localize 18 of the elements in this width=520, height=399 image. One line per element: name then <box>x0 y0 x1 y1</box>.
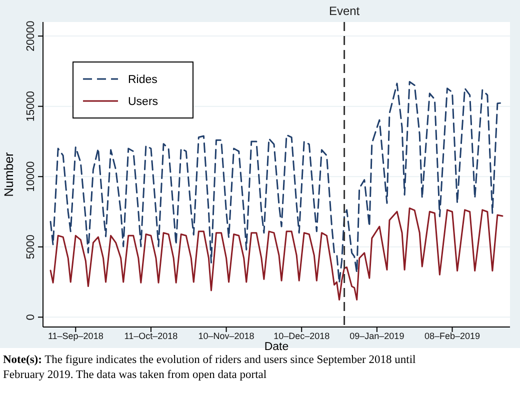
y-tick-label: 20000 <box>25 20 37 52</box>
y-tick-label: 10000 <box>25 161 37 192</box>
x-tick-label: 11‒Oct‒2018 <box>124 331 178 341</box>
ref-line-label: Event <box>328 4 360 18</box>
x-tick-label: 11‒Sep‒2018 <box>48 331 104 341</box>
x-tick-label: 10‒Dec‒2018 <box>274 331 330 341</box>
y-axis-title: Number <box>2 152 16 197</box>
x-axis-title: Date <box>264 341 289 353</box>
x-tick-label: 10‒Nov‒2018 <box>198 331 254 341</box>
line-series <box>50 207 504 300</box>
text: Note(s): The figure indicates the evolution of riders and users since September 2018 until February 2019. The data was taken from open data portal <box>3 354 416 381</box>
legend-label: Users <box>128 96 158 108</box>
x-tick-label: 09‒Jan‒2019 <box>350 331 404 341</box>
y-tick-label: 15000 <box>25 91 37 122</box>
y-tick-label: 0 <box>25 314 37 320</box>
x-tick-label: 08‒Feb‒2019 <box>424 331 480 341</box>
y-tick-label: 5000 <box>25 234 37 260</box>
legend-label: Rides <box>128 74 158 86</box>
